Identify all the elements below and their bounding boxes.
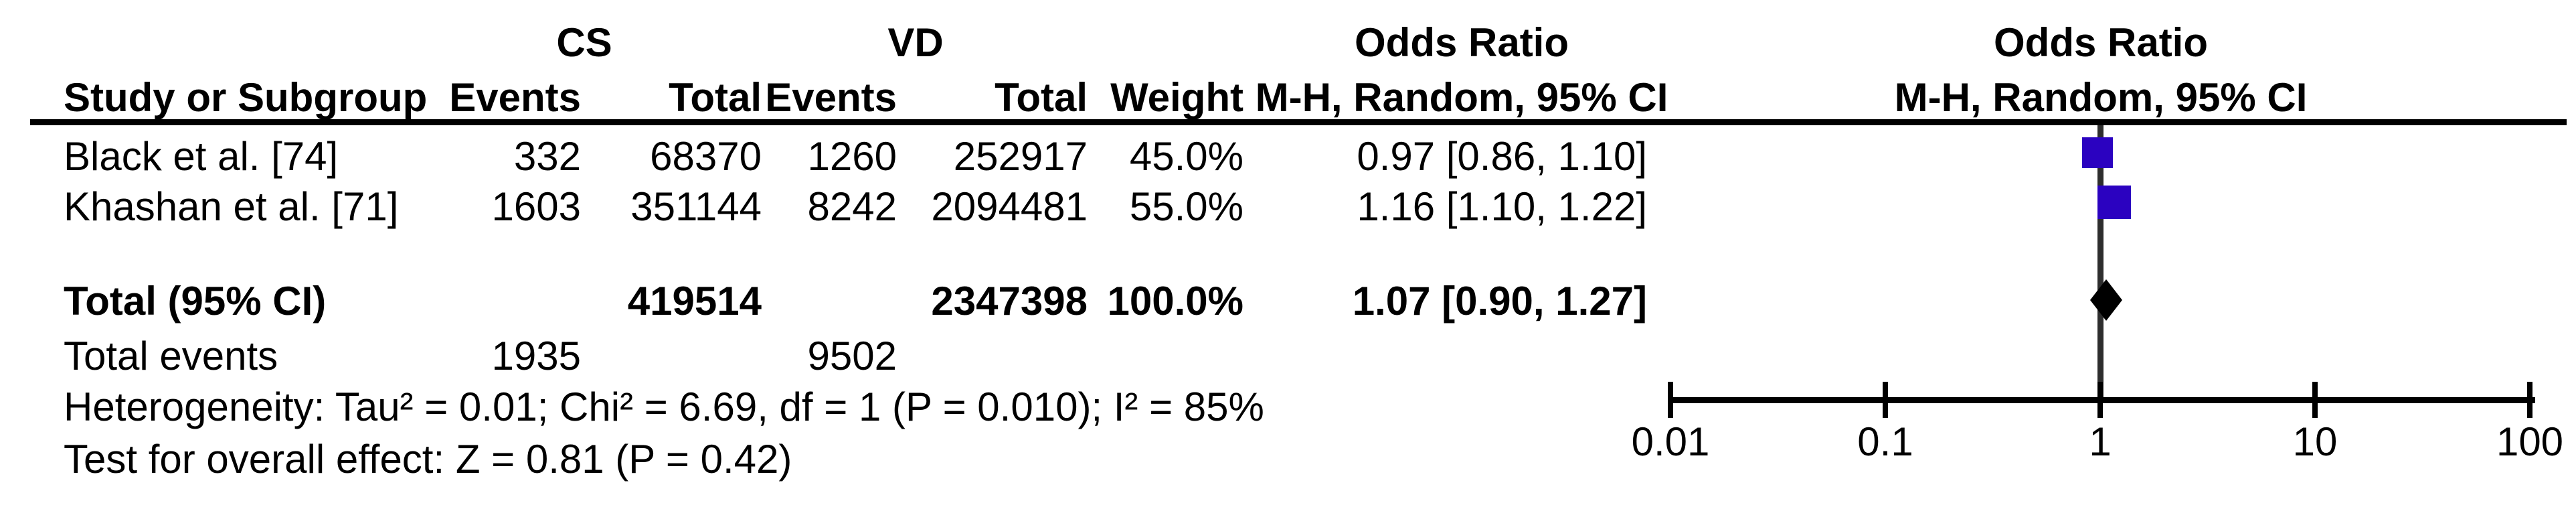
heterogeneity-text: Heterogeneity: Tau² = 0.01; Chi² = 6.69,…	[64, 384, 1264, 429]
or-square-marker-black-study	[2082, 137, 2113, 168]
overall-effect-text: Test for overall effect: Z = 0.81 (P = 0…	[64, 437, 792, 482]
total-events-vd-value: 9502	[807, 334, 897, 378]
total-cs-value: 351144	[630, 184, 762, 229]
col-header-study: Study or Subgroup	[64, 75, 428, 120]
events-cs-value: 1603	[491, 184, 581, 229]
total-vd-value: 2094481	[931, 184, 1088, 229]
total-vd-sum: 2347398	[931, 279, 1088, 323]
x-axis-tick-label: 10	[2292, 419, 2338, 464]
or-square-marker-khashan-study	[2097, 186, 2131, 219]
total-events-label: Total events	[64, 334, 278, 378]
x-axis-tick-0.1	[1883, 382, 1888, 418]
pooled-effect-diamond	[2090, 279, 2122, 321]
pooled-ci-text: 1.07 [0.90, 1.27]	[1352, 279, 1647, 323]
total-cs-value: 68370	[650, 134, 762, 179]
header-divider-rule	[30, 119, 2567, 125]
study-name: Khashan et al. [71]	[64, 184, 399, 229]
group-header-odds-ratio-plot: Odds Ratio	[1993, 20, 2209, 65]
x-axis-tick-label: 1	[2089, 419, 2112, 464]
line-of-no-effect	[2097, 125, 2103, 402]
x-axis-tick-10	[2312, 382, 2318, 418]
events-vd-value: 1260	[807, 134, 897, 179]
study-name: Black et al. [74]	[64, 134, 339, 179]
group-header-odds-ratio-table: Odds Ratio	[1354, 20, 1569, 65]
col-header-mh-ci-table: M-H, Random, 95% CI	[1255, 75, 1668, 120]
total-cs-sum: 419514	[627, 279, 762, 323]
x-axis-tick-100	[2527, 382, 2532, 418]
col-header-total-cs: Total	[669, 75, 762, 120]
x-axis-tick-1	[2097, 382, 2103, 418]
x-axis-tick-label: 0.01	[1631, 419, 1710, 464]
group-header-cs: CS	[556, 20, 612, 65]
col-header-weight: Weight	[1110, 75, 1243, 120]
total-row-label: Total (95% CI)	[64, 279, 327, 323]
events-cs-value: 332	[513, 134, 581, 179]
col-header-events-vd: Events	[765, 75, 897, 120]
x-axis-tick-0.01	[1668, 382, 1673, 418]
weight-value: 45.0%	[1129, 134, 1243, 179]
x-axis-tick-label: 0.1	[1857, 419, 1913, 464]
col-header-mh-ci-plot: M-H, Random, 95% CI	[1894, 75, 2308, 120]
ci-text: 0.97 [0.86, 1.10]	[1357, 134, 1647, 179]
total-events-cs-value: 1935	[491, 334, 581, 378]
total-vd-value: 252917	[953, 134, 1088, 179]
x-axis-tick-label: 100	[2496, 419, 2564, 464]
col-header-total-vd: Total	[995, 75, 1088, 120]
weight-value: 55.0%	[1129, 184, 1243, 229]
total-weight-value: 100.0%	[1107, 279, 1244, 323]
events-vd-value: 8242	[807, 184, 897, 229]
col-header-events-cs: Events	[449, 75, 581, 120]
group-header-vd: VD	[887, 20, 944, 65]
ci-text: 1.16 [1.10, 1.22]	[1357, 184, 1647, 229]
